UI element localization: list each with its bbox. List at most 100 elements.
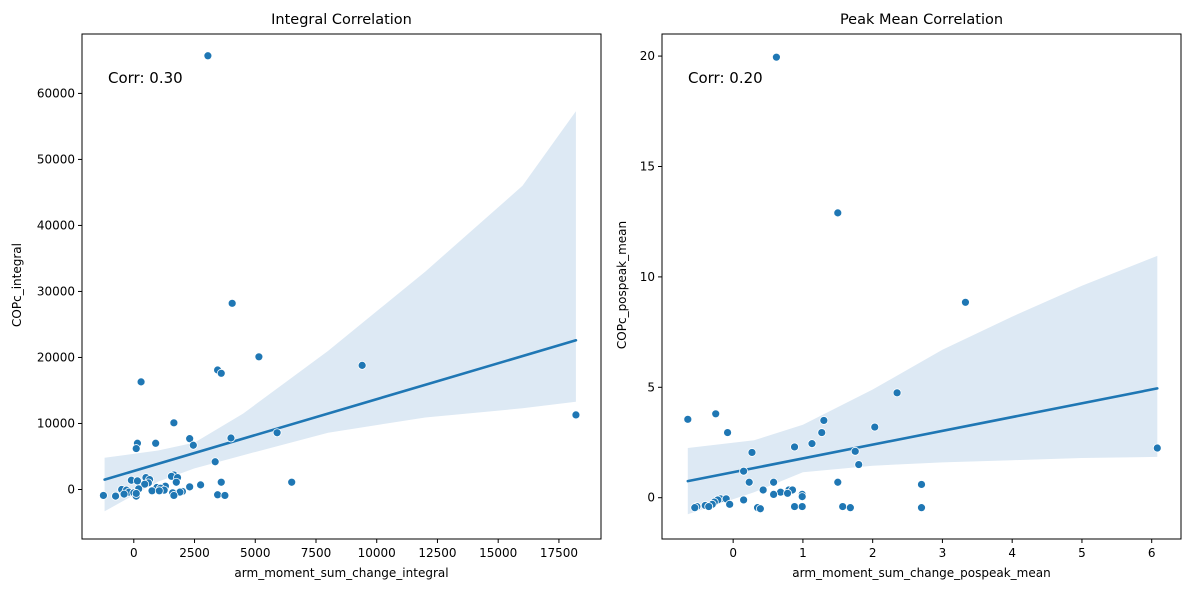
data-point: [254, 352, 264, 362]
data-point: [147, 486, 157, 496]
x-axis-label: arm_moment_sum_change_integral: [234, 566, 448, 580]
data-point: [196, 480, 205, 490]
data-point: [797, 502, 807, 511]
data-point: [917, 503, 926, 513]
data-point: [131, 489, 141, 498]
data-point: [169, 491, 179, 500]
data-point: [203, 51, 213, 61]
x-axis-label: arm_moment_sum_change_pospeak_mean: [792, 566, 1050, 580]
x-tick-label: 7500: [301, 546, 332, 560]
data-point: [216, 368, 226, 378]
y-tick-label: 20000: [37, 350, 75, 364]
x-tick-label: 12500: [418, 546, 456, 560]
x-tick-label: 2500: [179, 546, 210, 560]
y-tick-label: 20: [640, 49, 655, 63]
data-point: [151, 438, 161, 448]
data-point: [226, 433, 236, 443]
data-point: [111, 491, 120, 501]
data-point: [227, 298, 237, 308]
data-point: [961, 297, 970, 307]
y-tick-label: 10000: [37, 416, 75, 430]
data-point: [704, 502, 714, 511]
y-axis-label: COPc_integral: [10, 243, 24, 327]
data-point: [136, 377, 146, 387]
data-point: [790, 502, 799, 511]
data-point: [755, 504, 765, 514]
data-point: [357, 360, 367, 370]
data-point: [287, 477, 297, 487]
x-tick-label: 5000: [240, 546, 271, 560]
data-point: [711, 409, 721, 419]
data-point: [790, 442, 799, 452]
confidence-band: [104, 111, 576, 512]
confidence-band: [687, 255, 1158, 515]
data-point: [169, 418, 179, 428]
y-tick-label: 40000: [37, 218, 75, 232]
x-tick-label: 15000: [479, 546, 517, 560]
x-tick-label: 17500: [540, 546, 578, 560]
correlation-annotation: Corr: 0.20: [688, 69, 763, 87]
plot-area: 0 1 2 3 4 5 6 0 5 10 15 20: [640, 33, 1182, 560]
plot-area: 0 2500 5000 7500 10000 12500 15000 17500 0 10000 2…: [37, 33, 602, 560]
integral-correlation-chart: Integral Correlation 0 2500 5000 7500 10000 1…: [10, 12, 602, 580]
data-point: [758, 485, 768, 495]
y-tick-label: 10: [640, 270, 655, 284]
data-point: [797, 492, 807, 502]
axes-frame: [661, 33, 1182, 540]
data-point: [845, 503, 855, 513]
data-point: [783, 488, 792, 498]
data-point: [725, 499, 735, 509]
axes-frame: [81, 33, 602, 540]
x-tick-label: 4: [1008, 546, 1016, 560]
data-point: [817, 428, 827, 437]
y-tick-label: 50000: [37, 152, 75, 166]
x-tick-label: 1: [799, 546, 807, 560]
data-point: [870, 422, 880, 432]
y-tick-label: 30000: [37, 284, 75, 298]
x-tick-label: 0: [130, 546, 138, 560]
x-tick-label: 10000: [358, 546, 396, 560]
chart-title: Integral Correlation: [271, 12, 412, 28]
x-tick-label: 5: [1078, 546, 1086, 560]
data-point: [171, 477, 181, 487]
data-point: [744, 477, 754, 487]
x-tick-label: 2: [869, 546, 877, 560]
data-point: [216, 477, 226, 487]
data-point: [769, 489, 779, 499]
data-point: [1152, 443, 1162, 453]
data-point: [892, 388, 902, 398]
regression-line: [103, 339, 578, 481]
data-point: [154, 486, 164, 496]
data-point: [119, 489, 129, 499]
regression-line: [686, 387, 1159, 483]
data-point: [807, 439, 817, 449]
data-point: [739, 495, 749, 505]
y-axis-label: COPc_pospeak_mean: [615, 221, 629, 349]
data-point: [690, 503, 700, 513]
data-point: [188, 440, 198, 450]
x-tick-label: 6: [1148, 546, 1156, 560]
data-point: [133, 476, 142, 486]
data-point: [140, 479, 150, 489]
data-point: [571, 410, 581, 420]
data-point: [854, 460, 864, 469]
data-point: [185, 434, 195, 444]
x-tick-label: 0: [729, 546, 737, 560]
data-point: [850, 446, 860, 456]
data-point: [210, 457, 220, 467]
data-point: [185, 482, 195, 492]
data-point: [99, 491, 108, 500]
chart-title: Peak Mean Correlation: [840, 12, 1003, 28]
x-tick-label: 3: [939, 546, 947, 560]
data-point: [917, 480, 926, 489]
data-point: [723, 428, 732, 437]
data-point: [747, 448, 757, 457]
data-point: [838, 502, 848, 511]
data-point: [272, 428, 282, 438]
data-point: [819, 416, 829, 425]
y-tick-label: 60000: [37, 86, 75, 100]
peak-mean-correlation-chart: Peak Mean Correlation 0 1 2 3 4 5 6 0 5 10 15 20 Co…: [615, 12, 1182, 580]
y-tick-label: 15: [640, 159, 655, 173]
data-point: [772, 52, 781, 62]
